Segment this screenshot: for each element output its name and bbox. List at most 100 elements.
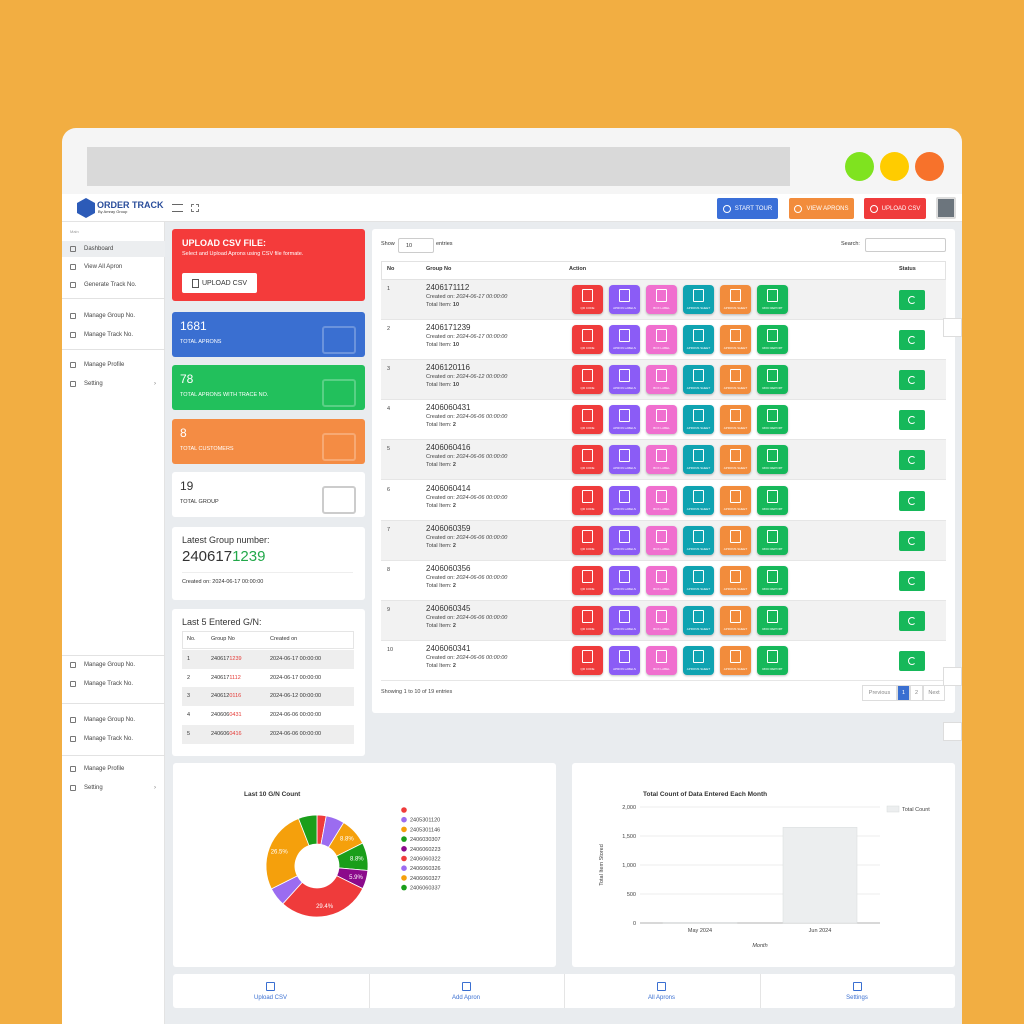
menu-toggle[interactable] bbox=[172, 204, 183, 212]
status-button[interactable] bbox=[899, 450, 925, 471]
action-button[interactable]: APRONS SHEET bbox=[683, 525, 714, 555]
action-button[interactable]: APRONS SHEET bbox=[683, 485, 714, 515]
action-button[interactable]: BOX LABEL bbox=[646, 285, 677, 314]
action-button[interactable]: APRONS SHEET bbox=[720, 525, 751, 555]
window-button-green[interactable] bbox=[845, 152, 874, 181]
action-button[interactable]: APRON LABELS bbox=[609, 405, 640, 435]
action-button[interactable]: RFID REPORT bbox=[757, 645, 788, 675]
action-button[interactable]: QR CODE bbox=[572, 445, 603, 475]
action-button[interactable]: APRONS SHEET bbox=[720, 485, 751, 515]
settings-gear[interactable] bbox=[943, 667, 962, 686]
action-button[interactable]: APRON LABELS bbox=[609, 565, 640, 595]
sidebar-item[interactable]: Manage Track No. bbox=[84, 681, 134, 687]
page-button[interactable]: Next bbox=[923, 685, 945, 701]
sidebar-item[interactable]: Setting bbox=[84, 381, 103, 387]
action-button[interactable]: QR CODE bbox=[572, 565, 603, 595]
action-button[interactable]: RFID REPORT bbox=[757, 405, 788, 435]
action-button[interactable]: APRONS SHEET bbox=[683, 405, 714, 435]
header-button[interactable]: START TOUR bbox=[717, 198, 778, 219]
action-button[interactable]: QR CODE bbox=[572, 485, 603, 515]
action-button[interactable]: RFID REPORT bbox=[757, 605, 788, 635]
sidebar-item[interactable]: Dashboard bbox=[84, 246, 114, 252]
window-button-yellow[interactable] bbox=[880, 152, 909, 181]
sidebar-item[interactable]: Manage Group No. bbox=[84, 313, 136, 319]
action-button[interactable]: QR CODE bbox=[572, 285, 603, 314]
action-button[interactable]: QR CODE bbox=[572, 525, 603, 555]
header-button[interactable]: UPLOAD CSV bbox=[864, 198, 926, 219]
action-button[interactable]: BOX LABEL bbox=[646, 445, 677, 475]
action-button[interactable]: APRONS SHEET bbox=[683, 285, 714, 314]
upload-button[interactable]: UPLOAD CSV bbox=[182, 273, 257, 293]
action-button[interactable]: APRONS SHEET bbox=[720, 565, 751, 595]
status-button[interactable] bbox=[899, 490, 925, 511]
action-button[interactable]: BOX LABEL bbox=[646, 485, 677, 515]
status-button[interactable] bbox=[899, 650, 925, 671]
action-button[interactable]: APRONS SHEET bbox=[683, 565, 714, 595]
status-button[interactable] bbox=[899, 370, 925, 391]
action-button[interactable]: APRON LABELS bbox=[609, 605, 640, 635]
action-button[interactable]: APRON LABELS bbox=[609, 445, 640, 475]
action-button[interactable]: RFID REPORT bbox=[757, 365, 788, 395]
sidebar-item[interactable]: Manage Profile bbox=[84, 362, 125, 368]
page-button[interactable]: 1 bbox=[897, 685, 910, 701]
sidebar-item[interactable]: Manage Profile bbox=[84, 766, 125, 772]
action-button[interactable]: APRON LABELS bbox=[609, 325, 640, 355]
nav-label[interactable]: Add Apron bbox=[451, 995, 481, 1001]
sidebar-item[interactable]: View All Apron bbox=[84, 264, 123, 270]
action-button[interactable]: APRONS SHEET bbox=[683, 445, 714, 475]
action-button[interactable]: BOX LABEL bbox=[646, 405, 677, 435]
sidebar-item[interactable]: Manage Track No. bbox=[84, 736, 134, 742]
action-button[interactable]: QR CODE bbox=[572, 645, 603, 675]
action-button[interactable]: APRONS SHEET bbox=[720, 605, 751, 635]
action-button[interactable]: BOX LABEL bbox=[646, 525, 677, 555]
action-button[interactable]: QR CODE bbox=[572, 605, 603, 635]
action-button[interactable]: BOX LABEL bbox=[646, 645, 677, 675]
action-button[interactable]: RFID REPORT bbox=[757, 325, 788, 355]
nav-label[interactable]: Upload CSV bbox=[253, 995, 288, 1001]
fullscreen-toggle[interactable] bbox=[191, 204, 199, 212]
action-button[interactable]: QR CODE bbox=[572, 405, 603, 435]
action-button[interactable]: APRON LABELS bbox=[609, 365, 640, 395]
action-button[interactable]: RFID REPORT bbox=[757, 485, 788, 515]
status-button[interactable] bbox=[899, 610, 925, 631]
page-button[interactable]: Previous bbox=[862, 685, 897, 701]
page-button[interactable]: 2 bbox=[910, 685, 923, 701]
sidebar-item[interactable]: Setting bbox=[84, 785, 103, 791]
sidebar-item[interactable]: Generate Track No. bbox=[84, 282, 137, 288]
action-button[interactable]: RFID REPORT bbox=[757, 285, 788, 314]
settings-gear[interactable] bbox=[943, 722, 962, 741]
action-button[interactable]: APRONS SHEET bbox=[720, 365, 751, 395]
action-button[interactable]: RFID REPORT bbox=[757, 525, 788, 555]
settings-gear[interactable] bbox=[943, 318, 962, 337]
action-button[interactable]: APRONS SHEET bbox=[720, 645, 751, 675]
nav-label[interactable]: All Aprons bbox=[647, 995, 675, 1001]
action-button[interactable]: APRON LABELS bbox=[609, 285, 640, 314]
action-button[interactable]: RFID REPORT bbox=[757, 445, 788, 475]
action-button[interactable]: APRONS SHEET bbox=[720, 445, 751, 475]
search-input[interactable] bbox=[865, 238, 946, 252]
header-button[interactable]: VIEW APRONS bbox=[789, 198, 854, 219]
status-button[interactable] bbox=[899, 570, 925, 591]
nav-label[interactable]: Settings bbox=[846, 995, 868, 1001]
action-button[interactable]: BOX LABEL bbox=[646, 325, 677, 355]
action-button[interactable]: QR CODE bbox=[572, 365, 603, 395]
window-button-orange[interactable] bbox=[915, 152, 944, 181]
status-button[interactable] bbox=[899, 330, 925, 351]
action-button[interactable]: APRONS SHEET bbox=[683, 605, 714, 635]
address-bar[interactable] bbox=[87, 147, 790, 186]
action-button[interactable]: QR CODE bbox=[572, 325, 603, 355]
action-button[interactable]: APRONS SHEET bbox=[720, 285, 751, 314]
action-button[interactable]: BOX LABEL bbox=[646, 365, 677, 395]
action-button[interactable]: APRON LABELS bbox=[609, 525, 640, 555]
action-button[interactable]: APRON LABELS bbox=[609, 485, 640, 515]
action-button[interactable]: APRON LABELS bbox=[609, 645, 640, 675]
sidebar-item[interactable]: Manage Group No. bbox=[84, 717, 136, 723]
action-button[interactable]: APRONS SHEET bbox=[683, 325, 714, 355]
action-button[interactable]: APRONS SHEET bbox=[683, 365, 714, 395]
action-button[interactable]: RFID REPORT bbox=[757, 565, 788, 595]
action-button[interactable]: APRONS SHEET bbox=[720, 325, 751, 355]
status-button[interactable] bbox=[899, 530, 925, 551]
sidebar-item[interactable]: Manage Group No. bbox=[84, 662, 136, 668]
avatar[interactable] bbox=[936, 197, 956, 219]
action-button[interactable]: BOX LABEL bbox=[646, 565, 677, 595]
